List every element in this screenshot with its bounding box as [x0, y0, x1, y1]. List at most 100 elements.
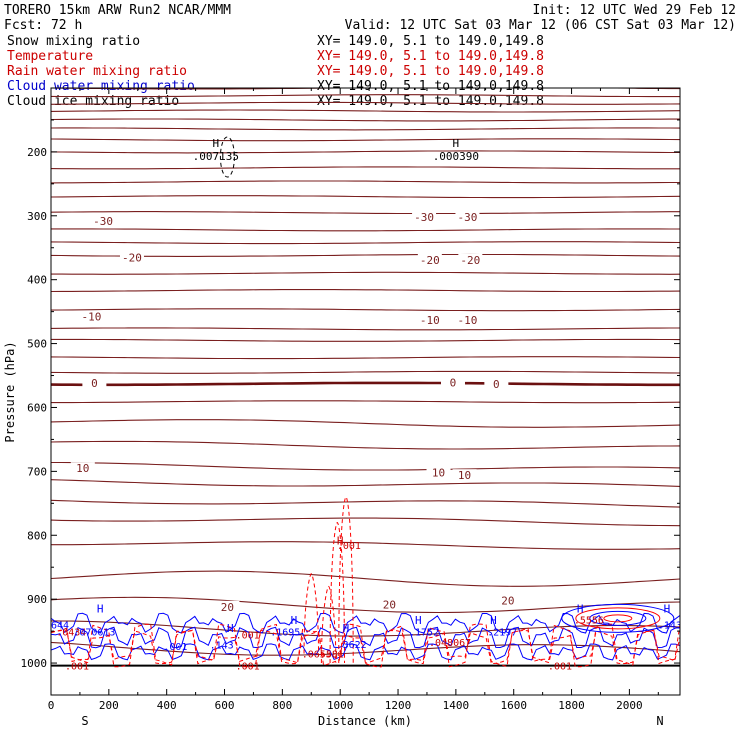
temperature-isotherm	[51, 118, 680, 122]
rain-contour-label: .065581	[302, 649, 344, 660]
y-tick-label: 300	[27, 210, 47, 223]
x-tick-label: 200	[99, 699, 119, 712]
isotherm-label: 20	[501, 594, 514, 607]
cloud-water-contour-label: 644	[51, 621, 69, 632]
isotherm-label: 10	[76, 462, 89, 475]
temperature-isotherm	[51, 308, 680, 312]
temperature-isotherm	[51, 271, 680, 275]
legend-label-cloud-ice: Cloud ice mixing ratio	[7, 94, 179, 109]
rain-plume	[303, 573, 320, 654]
rain-contour-label: .001	[65, 662, 89, 673]
isotherm-label: -30	[93, 215, 113, 228]
low-level-maximum-mark: H	[291, 614, 298, 627]
legend-xy-cloud-ice: XY= 149.0, 5.1 to 149.0,149.8	[317, 94, 544, 109]
isotherm-0c	[51, 381, 680, 387]
temperature-isotherm	[51, 370, 680, 374]
mixing-ratio-maximum-contour	[603, 614, 633, 623]
x-tick-label: 400	[157, 699, 177, 712]
label-background	[377, 598, 402, 610]
y-tick-label: 200	[27, 146, 47, 159]
temperature-isotherm	[51, 195, 680, 199]
temperature-isotherm	[51, 94, 680, 98]
cloud-water-contour	[51, 612, 680, 634]
temperature-isotherm	[51, 499, 680, 508]
isotherm-label: -10	[458, 314, 478, 327]
isotherm-label: 0	[91, 377, 98, 390]
temperature-isotherm	[51, 479, 680, 487]
temperature-isotherm	[51, 101, 680, 105]
isotherm-label: -30	[458, 211, 478, 224]
x-axis-title: Distance (km)	[318, 714, 412, 728]
temperature-isotherm	[51, 241, 680, 245]
y-tick-label: 1000	[21, 657, 48, 670]
low-level-maximum-mark: H	[415, 614, 422, 627]
label-background	[455, 313, 480, 325]
temperature-isotherm	[51, 517, 680, 527]
legend-xy-cloud-water: XY= 149.0, 5.1 to 149.0,149.8	[317, 79, 544, 94]
temperature-isotherm	[51, 150, 680, 154]
temperature-isotherm	[51, 166, 680, 170]
isotherm-label: 10	[432, 467, 445, 480]
y-tick-label: 800	[27, 529, 47, 542]
low-level-maximum-mark: H	[337, 534, 344, 547]
plot-frame	[50, 87, 681, 696]
maximum-value: .007135	[193, 150, 239, 163]
temperature-isotherm	[51, 127, 680, 131]
rain-contour-label: .001	[236, 630, 260, 641]
label-background	[412, 211, 437, 223]
x-axis-end-label-north: N	[656, 714, 663, 728]
isotherm-label: -20	[122, 251, 142, 264]
x-tick-label: 2000	[616, 699, 643, 712]
low-level-maximum-mark: H	[227, 622, 234, 635]
temperature-isotherm	[51, 88, 680, 90]
x-tick-label: 1400	[443, 699, 470, 712]
x-axis-end-label-south: S	[81, 714, 88, 728]
maximum-mark: H	[453, 137, 460, 150]
temperature-isotherm	[51, 440, 680, 450]
label-background	[458, 253, 483, 265]
low-level-maximum-mark: H	[343, 622, 350, 635]
temperature-isotherm	[51, 253, 680, 257]
mixing-ratio-maximum-contour	[561, 603, 675, 633]
label-background	[79, 310, 104, 322]
mixing-ratio-maximum-contour	[589, 610, 647, 626]
isotherm-label: 20	[221, 601, 234, 614]
maximum-mark: H	[213, 137, 220, 150]
temperature-isotherm	[51, 620, 680, 637]
x-tick-label: 1000	[327, 699, 354, 712]
y-tick-label: 900	[27, 593, 47, 606]
label-background	[440, 376, 465, 388]
rain-plume	[329, 521, 346, 664]
rain-contour-label: .001	[236, 662, 260, 673]
header-title: TORERO 15km ARW Run2 NCAR/MMM	[4, 3, 231, 18]
legend-xy-temperature: XY= 149.0, 5.1 to 149.0,149.8	[317, 49, 544, 64]
rain-contour-label: .001	[548, 662, 572, 673]
temperature-isotherm	[51, 400, 680, 404]
cloud-water-contour	[51, 643, 680, 661]
rain-contour-label: .001	[337, 541, 361, 552]
cloud-water-contour-label: .001	[163, 642, 187, 653]
temperature-isotherm	[51, 211, 680, 215]
y-axis-title: Pressure (hPa)	[3, 341, 17, 442]
temperature-isotherm	[51, 327, 680, 331]
label-background	[452, 469, 477, 481]
temperature-isotherm	[51, 570, 680, 587]
cloud-water-contour-label: .143	[210, 641, 234, 652]
x-tick-label: 1600	[500, 699, 527, 712]
cloud-water-contour-label: .2197	[487, 628, 517, 639]
rain-contour	[51, 629, 680, 665]
low-level-maximum-mark: H	[577, 603, 584, 616]
cloud-water-contour-label: .070613	[73, 628, 115, 639]
legend-label-snow: Snow mixing ratio	[7, 34, 140, 49]
y-tick-label: 400	[27, 274, 47, 287]
legend-xy-rain: XY= 149.0, 5.1 to 149.0,149.8	[317, 64, 544, 79]
temperature-isotherm	[51, 419, 680, 428]
x-tick-label: 600	[215, 699, 235, 712]
header-forecast: Fcst: 72 h	[4, 18, 82, 33]
legend-label-cloud-water: Cloud water mixing ratio	[7, 79, 195, 94]
rain-contour	[51, 623, 680, 668]
temperature-isotherm	[51, 289, 680, 293]
legend-label-temperature: Temperature	[7, 49, 93, 64]
temperature-isotherm	[51, 338, 680, 342]
